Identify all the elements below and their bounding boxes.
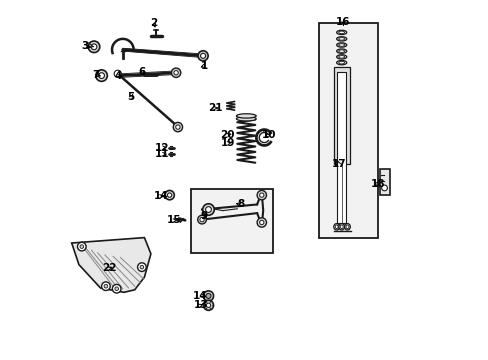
Circle shape [137, 263, 146, 271]
Circle shape [173, 122, 182, 132]
Circle shape [381, 185, 386, 191]
Text: 16: 16 [336, 17, 350, 27]
Ellipse shape [338, 224, 344, 230]
Ellipse shape [336, 30, 346, 35]
Circle shape [171, 68, 181, 77]
Ellipse shape [336, 37, 346, 41]
Text: 21: 21 [207, 103, 222, 113]
Circle shape [203, 300, 213, 310]
Ellipse shape [338, 44, 344, 46]
Text: 11: 11 [154, 149, 169, 159]
Circle shape [115, 287, 118, 291]
Circle shape [77, 242, 86, 251]
Ellipse shape [336, 60, 346, 65]
Circle shape [102, 282, 110, 291]
Text: 14: 14 [193, 291, 207, 301]
Polygon shape [122, 48, 203, 58]
Circle shape [259, 220, 264, 225]
Text: 15: 15 [167, 215, 181, 225]
Ellipse shape [338, 37, 344, 40]
Text: 5: 5 [127, 92, 135, 102]
Circle shape [167, 193, 171, 197]
Ellipse shape [338, 55, 344, 58]
Text: 6: 6 [138, 67, 145, 77]
Circle shape [175, 125, 180, 129]
Text: 8: 8 [237, 199, 244, 210]
Text: 3: 3 [81, 41, 89, 51]
Circle shape [174, 71, 178, 75]
Ellipse shape [333, 224, 339, 230]
Bar [337, 72, 346, 223]
FancyBboxPatch shape [379, 169, 389, 195]
Text: 4: 4 [114, 71, 121, 81]
Bar [333, 67, 349, 164]
Circle shape [197, 215, 206, 224]
Polygon shape [72, 238, 151, 292]
Text: 18: 18 [370, 179, 385, 189]
Circle shape [140, 265, 143, 269]
Text: 19: 19 [220, 138, 234, 148]
Text: 20: 20 [220, 130, 234, 140]
Text: 13: 13 [193, 300, 207, 310]
Ellipse shape [335, 225, 337, 229]
Text: 9: 9 [200, 211, 207, 221]
Circle shape [91, 44, 97, 50]
Text: 17: 17 [331, 159, 346, 169]
Text: 2: 2 [150, 18, 157, 28]
Circle shape [257, 190, 266, 200]
Ellipse shape [344, 224, 349, 230]
Circle shape [206, 303, 210, 307]
Circle shape [114, 70, 121, 77]
Circle shape [203, 204, 214, 215]
Circle shape [198, 51, 208, 61]
Polygon shape [120, 71, 176, 77]
Ellipse shape [346, 225, 348, 229]
Ellipse shape [336, 55, 346, 59]
Circle shape [88, 41, 100, 53]
Text: 7: 7 [92, 69, 100, 80]
Circle shape [205, 293, 211, 298]
Circle shape [104, 284, 107, 288]
Ellipse shape [340, 225, 343, 229]
Ellipse shape [236, 114, 256, 118]
Ellipse shape [236, 117, 256, 121]
Ellipse shape [336, 49, 346, 53]
Ellipse shape [338, 62, 344, 64]
Ellipse shape [338, 50, 344, 52]
Text: 10: 10 [261, 130, 276, 140]
Circle shape [99, 73, 104, 78]
Bar [191, 189, 273, 253]
Ellipse shape [336, 43, 346, 47]
Circle shape [203, 291, 213, 301]
Circle shape [112, 284, 121, 293]
Circle shape [205, 207, 211, 212]
Ellipse shape [338, 31, 344, 33]
Text: 22: 22 [102, 263, 117, 273]
Circle shape [200, 217, 204, 222]
Circle shape [200, 53, 205, 58]
Circle shape [96, 70, 107, 81]
Bar [319, 23, 377, 238]
Text: 12: 12 [154, 143, 169, 153]
Text: 1: 1 [201, 60, 208, 71]
Circle shape [257, 218, 266, 227]
Text: 14: 14 [153, 191, 168, 201]
Circle shape [164, 190, 174, 200]
Circle shape [80, 245, 83, 248]
Circle shape [259, 193, 264, 197]
